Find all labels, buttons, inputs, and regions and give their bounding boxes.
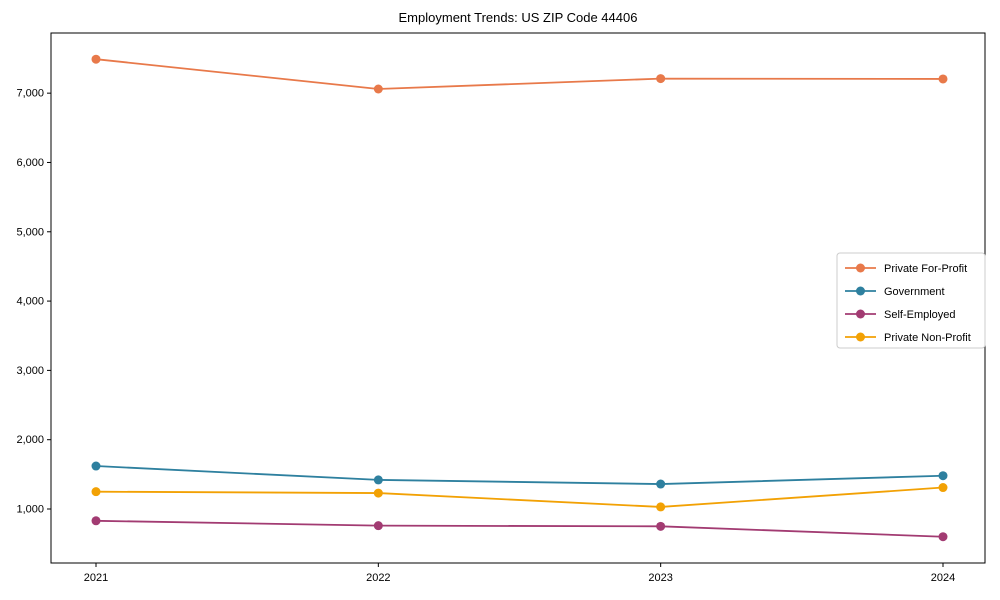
x-axis-tick-label: 2024 bbox=[931, 572, 955, 584]
data-point-marker-self-employed bbox=[373, 521, 383, 531]
legend-label-private-non-profit: Private Non-Profit bbox=[884, 332, 971, 344]
y-axis-tick-label: 5,000 bbox=[16, 226, 44, 238]
data-point-marker-government bbox=[938, 471, 948, 481]
data-point-marker-self-employed bbox=[91, 516, 101, 526]
legend-marker-private-for-profit bbox=[856, 263, 865, 273]
x-axis-tick-label: 2022 bbox=[366, 572, 390, 584]
series-line-private-for-profit bbox=[95, 58, 944, 90]
legend-label-self-employed: Self-Employed bbox=[884, 309, 956, 321]
chart-title: Employment Trends: US ZIP Code 44406 bbox=[398, 10, 638, 25]
data-point-marker-private-for-profit bbox=[938, 74, 948, 84]
series-line-private-non-profit bbox=[95, 486, 944, 508]
x-axis-tick-label: 2023 bbox=[648, 572, 672, 584]
legend-box bbox=[836, 252, 986, 349]
data-point-marker-private-for-profit bbox=[91, 54, 101, 64]
data-point-marker-government bbox=[373, 475, 383, 485]
y-axis-tick-label: 1,000 bbox=[16, 504, 44, 516]
legend-label-government: Government bbox=[884, 286, 945, 298]
y-axis-tick-label: 6,000 bbox=[16, 157, 44, 169]
series-line-self-employed bbox=[95, 519, 944, 538]
y-axis-tick-label: 4,000 bbox=[16, 296, 44, 308]
data-point-marker-private-non-profit bbox=[91, 487, 101, 497]
data-point-marker-government bbox=[91, 461, 101, 471]
data-point-marker-self-employed bbox=[656, 521, 666, 531]
y-axis-tick-label: 3,000 bbox=[16, 365, 44, 377]
legend-label-private-for-profit: Private For-Profit bbox=[884, 263, 967, 275]
data-point-marker-self-employed bbox=[938, 532, 948, 542]
data-point-marker-government bbox=[656, 479, 666, 489]
data-point-marker-private-non-profit bbox=[656, 502, 666, 512]
legend-marker-self-employed bbox=[856, 309, 865, 319]
data-point-marker-private-non-profit bbox=[373, 488, 383, 498]
data-point-marker-private-non-profit bbox=[938, 483, 948, 493]
legend-marker-private-non-profit bbox=[856, 332, 865, 342]
data-point-marker-private-for-profit bbox=[373, 84, 383, 94]
x-axis-tick-label: 2021 bbox=[84, 572, 108, 584]
y-axis-tick-label: 2,000 bbox=[16, 434, 44, 446]
y-axis-tick-label: 7,000 bbox=[16, 88, 44, 100]
data-point-marker-private-for-profit bbox=[656, 74, 666, 84]
legend-marker-government bbox=[856, 286, 865, 296]
series-line-government bbox=[95, 465, 944, 485]
